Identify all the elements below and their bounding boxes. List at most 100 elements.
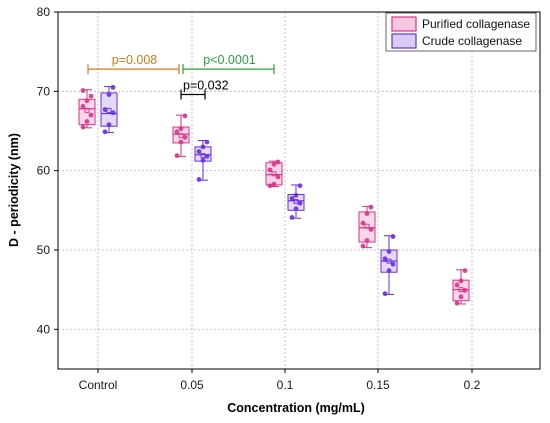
- data-point: [289, 196, 295, 201]
- box-group: [78, 88, 96, 130]
- data-point: [368, 204, 374, 210]
- data-point: [390, 234, 396, 239]
- box-group: [287, 183, 305, 220]
- data-point: [84, 98, 90, 104]
- anno-p0001-label: p<0.0001: [203, 53, 256, 67]
- data-point: [80, 124, 86, 130]
- data-point: [204, 139, 210, 145]
- data-point: [106, 92, 112, 97]
- data-point: [271, 181, 277, 187]
- legend-label-purified: Purified collagenase: [422, 17, 530, 31]
- mean-marker: [271, 171, 277, 177]
- y-tick-label: 70: [37, 84, 51, 98]
- data-point: [196, 149, 202, 155]
- data-point: [182, 113, 188, 119]
- y-tick-label: 80: [37, 5, 51, 19]
- data-point: [200, 157, 206, 163]
- box-group: [265, 159, 283, 189]
- data-point: [182, 134, 188, 140]
- x-axis-title: Concentration (mg/mL): [227, 401, 365, 415]
- x-tick-label: 0.15: [366, 378, 390, 392]
- x-tick-labels: Control 0.05 0.1 0.15 0.2: [79, 369, 481, 392]
- data-point: [102, 129, 108, 135]
- data-point: [275, 174, 281, 180]
- x-tick-label: 0.05: [180, 378, 204, 392]
- data-point: [382, 291, 388, 297]
- y-tick-label: 40: [37, 322, 51, 336]
- data-point: [267, 183, 273, 189]
- mean-marker: [178, 133, 184, 139]
- data-point: [271, 161, 277, 167]
- box-group: [172, 113, 190, 158]
- data-point: [289, 215, 295, 220]
- box: [358, 211, 376, 243]
- plot-frame: [57, 11, 541, 370]
- data-point: [364, 238, 370, 243]
- data-point: [390, 261, 396, 267]
- anno-p032-label: p=0.032: [183, 79, 229, 93]
- y-tick-label: 60: [37, 164, 51, 178]
- data-point: [110, 84, 116, 90]
- data-point: [297, 183, 303, 189]
- data-point: [293, 206, 299, 212]
- y-axis-title: D - periodicity (nm): [7, 133, 21, 247]
- data-point: [297, 200, 303, 206]
- legend: Purified collagenase Crude collagenase: [385, 12, 537, 52]
- y-tick-label: 50: [37, 243, 51, 257]
- y-tick-labels: 40 50 60 70 80: [37, 5, 58, 336]
- data-point: [178, 139, 184, 145]
- anno-p0001: p<0.0001: [182, 53, 275, 75]
- data-point: [200, 144, 206, 150]
- data-point: [106, 122, 112, 128]
- mean-marker: [84, 107, 90, 113]
- box-layer: [78, 84, 470, 306]
- data-point: [84, 119, 90, 124]
- data-point: [110, 110, 116, 116]
- data-point: [174, 129, 180, 135]
- anno-p032: p=0.032: [180, 79, 229, 100]
- data-point: [88, 112, 94, 118]
- data-point: [267, 167, 273, 173]
- x-tick-label: 0.1: [277, 378, 294, 392]
- legend-swatch-purified: [391, 16, 417, 32]
- data-point: [382, 256, 388, 262]
- data-point: [462, 288, 468, 293]
- anno-p008: p=0.008: [87, 53, 180, 75]
- data-point: [80, 104, 86, 109]
- box-group: [194, 139, 212, 182]
- data-point: [196, 176, 202, 182]
- data-point: [458, 294, 464, 300]
- mean-marker: [293, 199, 299, 205]
- mean-marker: [386, 258, 392, 264]
- anno-p008-label: p=0.008: [112, 53, 158, 67]
- data-point: [293, 192, 299, 198]
- data-point: [462, 268, 468, 274]
- data-point: [360, 243, 366, 249]
- data-point: [386, 249, 392, 254]
- data-point: [80, 88, 86, 93]
- legend-swatch-crude: [391, 33, 417, 49]
- data-point: [360, 220, 366, 226]
- box-group: [100, 84, 118, 135]
- data-point: [454, 300, 460, 306]
- mean-marker: [364, 223, 370, 229]
- x-tick-label: Control: [79, 378, 118, 392]
- box-group: [358, 204, 376, 249]
- data-point: [178, 126, 184, 132]
- data-point: [174, 153, 180, 158]
- data-point: [386, 268, 392, 274]
- data-point: [204, 153, 210, 159]
- legend-label-crude: Crude collagenase: [422, 34, 522, 48]
- data-point: [454, 282, 460, 288]
- box-group: [380, 234, 398, 297]
- data-point: [88, 93, 94, 99]
- x-tick-label: 0.2: [464, 378, 481, 392]
- data-point: [458, 278, 464, 284]
- data-point: [368, 226, 374, 232]
- data-point: [364, 211, 370, 216]
- significance-annotations: p=0.008 p<0.0001 p=0.032: [87, 53, 275, 100]
- box-group: [452, 268, 470, 306]
- data-point: [275, 159, 281, 165]
- data-point: [102, 107, 108, 112]
